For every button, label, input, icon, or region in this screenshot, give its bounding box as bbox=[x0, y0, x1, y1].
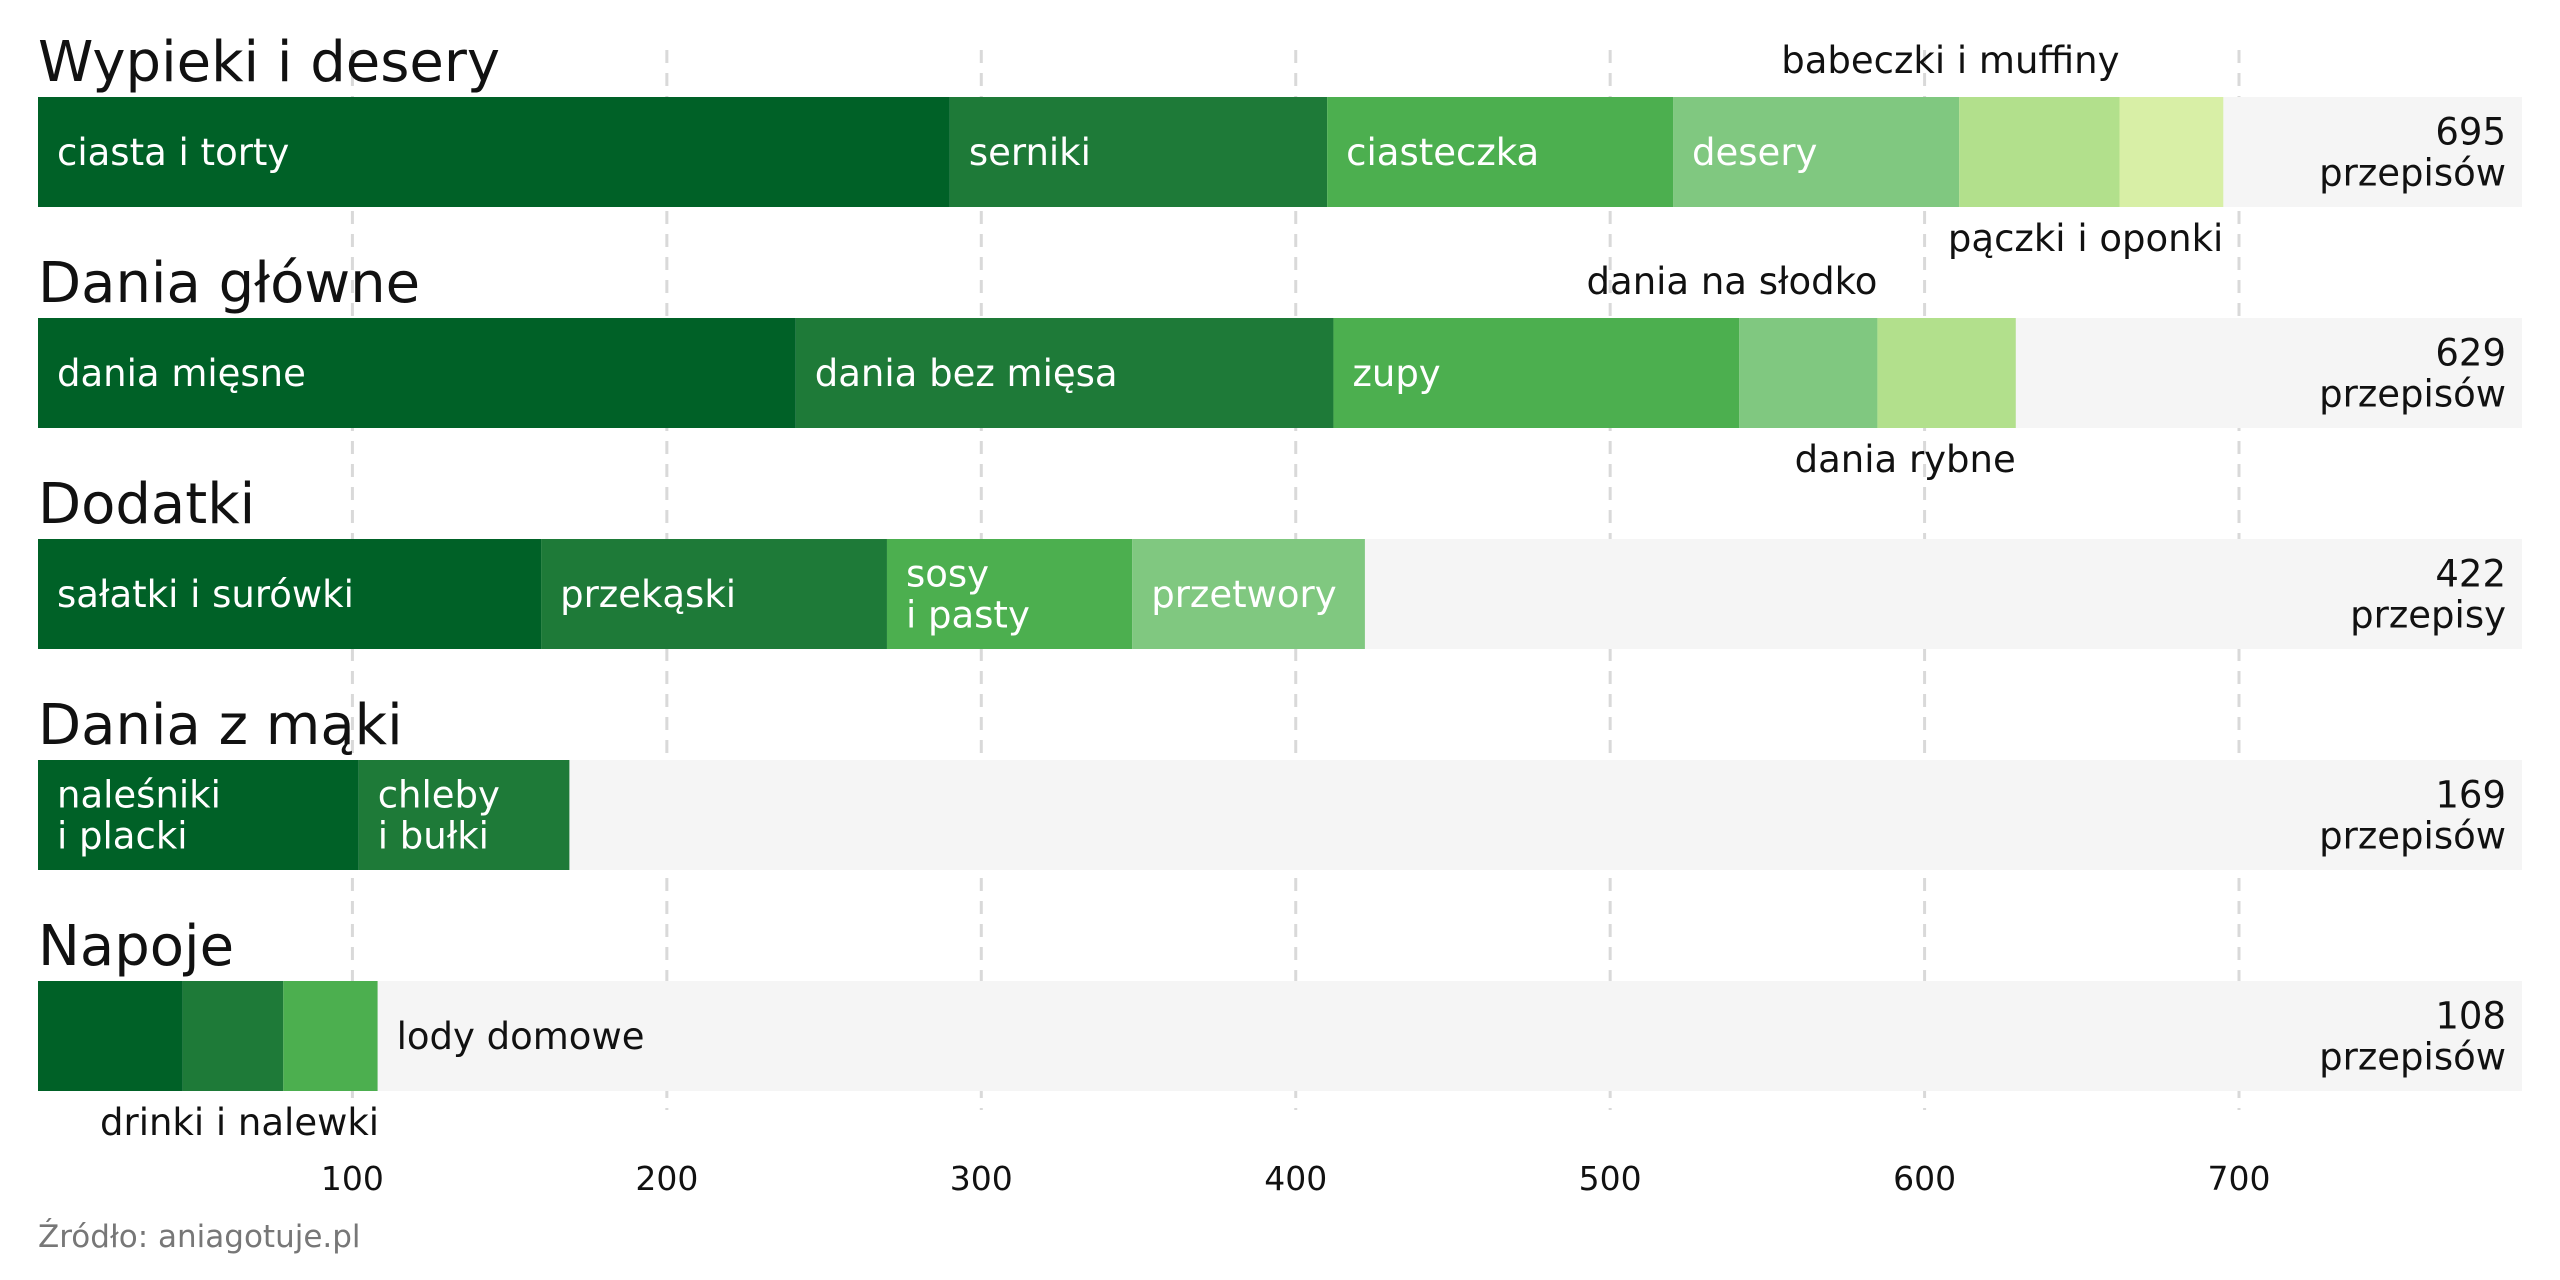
bar-row-dania-glowne: Dania główne dania mięsne dania bez mięsa z… bbox=[38, 251, 2522, 481]
bar-row-wypieki-i-desery: Wypieki i desery ciasta i torty serniki cia… bbox=[38, 30, 2522, 260]
x-axis: 100 200 300 400 500 600 700 bbox=[321, 1159, 2271, 1198]
x-tick-label-300: 300 bbox=[950, 1159, 1013, 1198]
segment-label-zupy: zupy bbox=[1352, 352, 1440, 395]
bar-track bbox=[38, 981, 2522, 1091]
bar-rows: Wypieki i desery ciasta i torty serniki cia… bbox=[38, 30, 2522, 1144]
x-tick-label-600: 600 bbox=[1893, 1159, 1956, 1198]
x-tick-label-100: 100 bbox=[321, 1159, 384, 1198]
category-title: Wypieki i desery bbox=[38, 30, 500, 95]
bar-segment-dania-rybne bbox=[1877, 318, 2016, 428]
bar-segment-nalesniki-i-placki bbox=[38, 760, 359, 870]
segment-label-nalesniki-i-placki: naleśniki i placki bbox=[57, 774, 221, 858]
bar-segment-dania-miesne bbox=[38, 318, 796, 428]
bar-segment-ciasteczka bbox=[1327, 97, 1674, 207]
bar-segment-paczki-i-oponki bbox=[2119, 97, 2224, 207]
segment-label-przetwory: przetwory bbox=[1151, 573, 1336, 616]
bar-segment-dania-bez-miesa bbox=[795, 318, 1334, 428]
segment-label-chleby-i-bulki: chleby i bułki bbox=[378, 774, 500, 858]
total-label: 108 przepisów bbox=[2319, 995, 2506, 1079]
segment-label-serniki: serniki bbox=[969, 131, 1091, 174]
bar-row-dania-z-maki: Dania z mąki naleśniki i placki chleby i buł… bbox=[38, 693, 2522, 870]
segment-label-babeczki-i-muffiny: babeczki i muffiny bbox=[1781, 39, 2119, 82]
category-title: Dania z mąki bbox=[38, 693, 403, 758]
segment-label-dania-na-slodko: dania na słodko bbox=[1587, 260, 1878, 303]
segment-label-desery: desery bbox=[1692, 131, 1817, 174]
bar-segment-przekaski bbox=[541, 539, 887, 649]
bar-segment-chleby-i-bulki bbox=[358, 760, 570, 870]
segment-label-paczki-i-oponki: pączki i oponki bbox=[1948, 217, 2223, 260]
segment-label-ciasteczka: ciasteczka bbox=[1346, 131, 1539, 174]
bar-segment-desery bbox=[1673, 97, 1960, 207]
segment-label-lody-domowe: lody domowe bbox=[397, 1015, 645, 1058]
category-title: Dodatki bbox=[38, 472, 255, 537]
segment-label-dania-rybne: dania rybne bbox=[1795, 438, 2016, 481]
segment-label-przekaski: przekąski bbox=[560, 573, 736, 616]
bar-segment-sosy-i-pasty bbox=[886, 539, 1133, 649]
category-title: Dania główne bbox=[38, 251, 420, 316]
bar-row-napoje: Napoje drinki i nalewki lody domowe 108 prze… bbox=[38, 914, 2522, 1144]
bar-segment-drinki-i-nalewki bbox=[38, 981, 183, 1091]
x-tick-label-700: 700 bbox=[2208, 1159, 2271, 1198]
source-note: Źródło: aniagotuje.pl bbox=[38, 1219, 361, 1255]
x-tick-label-500: 500 bbox=[1579, 1159, 1642, 1198]
bar-row-dodatki: Dodatki sałatki i surówki przekąski sosy i p… bbox=[38, 472, 2522, 649]
bar-segment-dania-na-slodko bbox=[1739, 318, 1878, 428]
total-label: 695 przepisów bbox=[2319, 111, 2506, 195]
bar-segment-ciasta-i-torty bbox=[38, 97, 950, 207]
segment-label-sosy-i-pasty: sosy i pasty bbox=[906, 553, 1030, 637]
category-title: Napoje bbox=[38, 914, 234, 979]
x-tick-label-200: 200 bbox=[635, 1159, 698, 1198]
bar-segment-babeczki-i-muffiny bbox=[1959, 97, 2120, 207]
segment-label-salatki-i-surowki: sałatki i surówki bbox=[57, 573, 354, 616]
segment-label-dania-miesne: dania mięsne bbox=[57, 352, 306, 395]
bar-segment-salatki-i-surowki bbox=[38, 539, 542, 649]
bar-segment-segment-2 bbox=[182, 981, 284, 1091]
total-label: 422 przepisy bbox=[2350, 553, 2506, 637]
segment-label-ciasta-i-torty: ciasta i torty bbox=[57, 131, 289, 174]
segment-label-drinki-i-nalewki: drinki i nalewki bbox=[100, 1101, 379, 1144]
x-tick-label-400: 400 bbox=[1264, 1159, 1327, 1198]
bar-segment-serniki bbox=[949, 97, 1328, 207]
bar-segment-zupy bbox=[1333, 318, 1740, 428]
total-label: 169 przepisów bbox=[2319, 774, 2506, 858]
total-label: 629 przepisów bbox=[2319, 332, 2506, 416]
segment-label-dania-bez-miesa: dania bez mięsa bbox=[815, 352, 1118, 395]
bar-segment-przetwory bbox=[1132, 539, 1365, 649]
bar-segment-lody-domowe bbox=[283, 981, 378, 1091]
